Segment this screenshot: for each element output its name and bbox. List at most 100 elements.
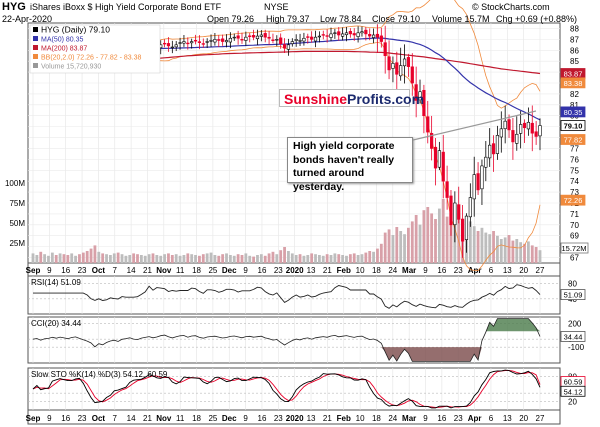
- rsi-legend: RSI(14) 51.09: [31, 278, 81, 287]
- stoch-badge: [560, 385, 586, 397]
- price-legend-box: [29, 24, 161, 74]
- candle-body: [259, 34, 263, 37]
- date-label-top: 10: [356, 266, 365, 275]
- security-name: iShares iBoxx $ High Yield Corporate Bon…: [30, 2, 222, 12]
- volume-bar: [317, 255, 321, 263]
- volume-bar: [395, 227, 399, 263]
- volume-badge: [560, 242, 589, 254]
- date-label-bottom: 24: [388, 414, 397, 423]
- candle-body: [186, 42, 190, 45]
- sunshine-profits-logo: SunshineProfits.com: [279, 89, 424, 107]
- legend-swatch: [33, 45, 38, 50]
- volume-bar: [248, 255, 252, 263]
- volume-bar: [124, 255, 128, 263]
- date-label-bottom: 9: [243, 414, 248, 423]
- stoch-k-line: [32, 369, 541, 409]
- volume-bar: [306, 255, 310, 263]
- candle-body: [228, 37, 232, 43]
- date-label-top: Dec: [222, 266, 237, 275]
- volume-tick-label: 100M: [5, 179, 25, 188]
- date-label-bottom: 14: [127, 414, 136, 423]
- candle-body: [302, 37, 306, 42]
- volume-bar: [151, 253, 155, 263]
- volume-bar: [476, 231, 480, 263]
- date-label-top: 21: [143, 266, 152, 275]
- volume-bar: [414, 215, 418, 263]
- date-label-top: 9: [243, 266, 248, 275]
- volume-bar: [159, 255, 163, 263]
- date-label-bottom: Dec: [222, 414, 237, 423]
- close-value: Close 79.10: [372, 14, 421, 24]
- candle-body: [445, 181, 449, 198]
- volume-tick-label: 50M: [9, 219, 25, 228]
- candle-body: [422, 89, 426, 117]
- volume-bar: [259, 254, 263, 263]
- candle-body: [433, 146, 438, 169]
- date-label-bottom: Sep: [26, 414, 41, 423]
- date-label-bottom: 2020: [286, 414, 304, 423]
- price-tick-label: 71: [570, 210, 579, 219]
- volume-bar: [325, 254, 329, 263]
- volume-bar: [155, 255, 159, 263]
- stoch-legend: Slow STO %K(14) %D(3) 54.12, 60.59: [31, 370, 168, 379]
- volume-bar: [170, 255, 174, 263]
- candle-body: [430, 132, 434, 149]
- candle-body: [371, 34, 376, 38]
- price-tick-label: 67: [570, 254, 579, 263]
- volume-bar: [136, 254, 139, 263]
- volume-bar: [356, 255, 360, 263]
- volume-bar: [492, 231, 495, 263]
- volume-bar: [403, 234, 406, 263]
- volume-bar: [271, 251, 275, 263]
- candle-body: [267, 36, 271, 39]
- candle-body: [286, 44, 291, 50]
- date-label-bottom: 9: [423, 414, 428, 423]
- candle-body: [298, 40, 302, 42]
- price-badge: [560, 77, 586, 89]
- cci-positive-area: [33, 318, 540, 332]
- volume-bar: [391, 235, 395, 263]
- date-label-top: Oct: [92, 266, 106, 275]
- volume-bar: [534, 247, 538, 263]
- date-label-top: 11: [176, 266, 185, 275]
- volume-bar: [379, 243, 383, 263]
- volume-bar: [333, 253, 337, 263]
- candle-body: [217, 39, 221, 41]
- candle-body: [255, 35, 260, 40]
- rsi-panel-frame: [27, 275, 561, 315]
- price-badge-label: 83.38: [564, 79, 583, 88]
- date-label-top: 14: [127, 266, 136, 275]
- date-label-top: 23: [78, 266, 87, 275]
- volume-bar: [178, 255, 182, 263]
- volume-tick-label: 25M: [9, 239, 25, 248]
- candle-body: [201, 43, 205, 45]
- candle-body: [190, 41, 194, 44]
- date-label-bottom: Oct: [92, 414, 106, 423]
- cci-badge: [560, 331, 586, 342]
- volume-bar: [511, 240, 515, 263]
- volume-bar: [132, 253, 136, 263]
- candle-body: [484, 156, 488, 168]
- volume-bar: [97, 251, 101, 263]
- candle-body: [356, 32, 360, 37]
- volume-bar: [538, 250, 542, 263]
- date-label-bottom: 20: [519, 414, 528, 423]
- candle-body: [488, 144, 492, 159]
- candle-body: [379, 35, 383, 42]
- volume-bar: [457, 213, 461, 263]
- price-legend-entry: Volume 15,720,930: [41, 64, 101, 71]
- candle-body: [313, 36, 318, 42]
- candle-body: [221, 38, 225, 42]
- candle-body: [457, 204, 461, 220]
- candle-body: [317, 35, 321, 38]
- date-label-top: 27: [536, 266, 545, 275]
- volume-bar: [43, 254, 47, 263]
- date-label-bottom: 18: [372, 414, 381, 423]
- price-tick-label: 75: [570, 166, 579, 175]
- candle-body: [402, 58, 407, 67]
- date-label-top: 20: [519, 266, 528, 275]
- date-label-top: 13: [307, 266, 316, 275]
- cci-legend: CCI(20) 34.44: [31, 319, 82, 328]
- candle-body: [538, 125, 542, 137]
- volume-bar: [31, 253, 35, 263]
